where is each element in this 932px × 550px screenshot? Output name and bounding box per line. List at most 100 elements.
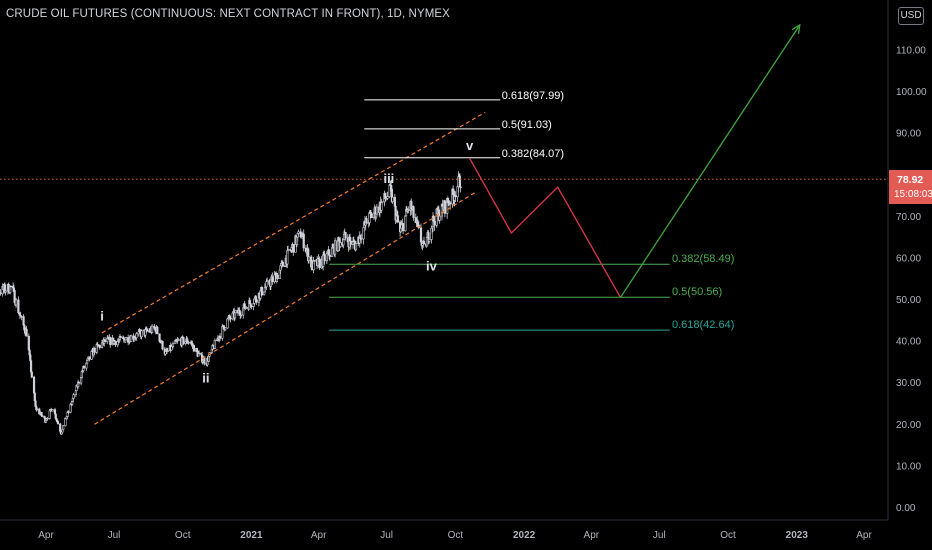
candle-down <box>323 254 326 262</box>
wave-label-v: v <box>466 138 474 153</box>
candle-up <box>239 314 243 317</box>
candle-up <box>234 310 237 314</box>
price-axis-label: 60.00 <box>896 253 921 264</box>
candle-up <box>375 206 379 215</box>
time-axis-label: 2021 <box>240 530 263 541</box>
candle-up <box>171 343 175 348</box>
candle-down <box>370 213 373 219</box>
time-axis-label: Apr <box>856 530 872 541</box>
candle-down <box>401 223 405 232</box>
price-axis-label: 20.00 <box>896 420 921 431</box>
candle-up <box>124 339 127 343</box>
candle-down <box>29 360 33 373</box>
candle-up <box>140 330 143 338</box>
candle-up <box>72 394 75 399</box>
candle-up <box>166 350 169 352</box>
candle-down <box>67 411 70 414</box>
channel-line[interactable] <box>94 190 478 425</box>
drawing-overlays[interactable]: 0.618(97.99) 0.5(91.03) 0.382(84.07) 0.382(… <box>0 23 888 425</box>
price-axis-label: 0.00 <box>896 503 916 514</box>
time-axis-label: Oct <box>175 530 191 541</box>
candle-down <box>281 261 284 267</box>
price-axis-label: 10.00 <box>896 461 921 472</box>
candle-down <box>365 218 368 224</box>
candle-up <box>334 240 337 255</box>
candle-up <box>224 327 227 330</box>
candle-down <box>255 299 258 303</box>
candle-down <box>103 339 107 342</box>
candle-up <box>245 307 248 309</box>
candle-down <box>30 371 33 378</box>
candle-down <box>203 358 206 364</box>
candle-down <box>145 328 148 332</box>
time-axis-label: Apr <box>311 530 327 541</box>
candle-down <box>229 317 232 320</box>
current-price: 78.92 <box>897 174 923 186</box>
candle-up <box>381 201 384 203</box>
candle-down <box>53 409 57 415</box>
candle-down <box>344 232 347 239</box>
candle-down <box>449 202 452 205</box>
candle-up <box>297 231 300 234</box>
wave-label-iv: iv <box>426 258 438 273</box>
candle-down <box>443 200 447 214</box>
candle-up <box>187 341 190 344</box>
candle-down <box>328 255 331 257</box>
candle-down <box>182 337 185 344</box>
candle-down <box>192 345 196 352</box>
candle-down <box>41 415 44 417</box>
candle-up <box>286 249 290 251</box>
fib-level-label: 0.382(84.07) <box>502 148 564 160</box>
candle-up <box>265 281 268 288</box>
projection-bearish-path[interactable] <box>468 157 622 298</box>
candle-up <box>325 253 328 262</box>
candle-up <box>4 290 7 293</box>
candle-down <box>250 305 253 308</box>
fib-level-label: 0.382(58.49) <box>672 253 734 265</box>
candle-down <box>422 240 426 245</box>
channel-line[interactable] <box>101 111 486 334</box>
projection-arrow-head <box>791 23 801 34</box>
candle-down <box>396 215 399 223</box>
candle-up <box>404 215 407 232</box>
wave-label-ii: ii <box>202 371 209 386</box>
candle-up <box>177 339 180 341</box>
candle-up <box>354 243 358 251</box>
time-axis-label: Jul <box>380 530 393 541</box>
candle-up <box>198 352 201 355</box>
currency-badge[interactable]: USD <box>898 7 924 25</box>
candle-down <box>77 381 80 384</box>
wave-label-iii: iii <box>383 171 394 186</box>
time-axis-label: Oct <box>720 530 736 541</box>
candle-down <box>276 274 279 279</box>
candle-down <box>360 238 363 240</box>
price-tag-background <box>889 170 932 204</box>
candle-up <box>339 242 342 247</box>
candle-down <box>318 258 321 269</box>
projection-bullish-path[interactable] <box>619 24 801 298</box>
price-axis-label: 50.00 <box>896 295 921 306</box>
candle-down <box>20 316 23 318</box>
candle-down <box>161 340 164 350</box>
fib-level-label: 0.5(50.56) <box>672 286 722 298</box>
candle-up <box>386 196 389 199</box>
candle-down <box>25 328 28 337</box>
candle-down <box>349 240 352 245</box>
candle-up <box>438 215 441 221</box>
candle-up <box>135 333 138 339</box>
time-axis-label: 2023 <box>786 530 809 541</box>
candle-up <box>124 337 128 341</box>
candle-up <box>15 299 18 306</box>
candle-down <box>313 260 316 262</box>
candle-down <box>119 336 122 338</box>
candle-up <box>130 335 133 342</box>
candle-up <box>213 339 216 349</box>
candle-down <box>88 356 91 360</box>
candle-down <box>433 220 436 226</box>
time-axis-label: 2022 <box>513 530 536 541</box>
time-axis[interactable]: Apr Jul Oct 2021 Apr Jul Oct 2022 Apr Jul Oct 2023 A… <box>38 530 872 541</box>
candle-down <box>32 376 36 394</box>
candle-down <box>260 286 263 296</box>
candle-up <box>428 239 431 242</box>
